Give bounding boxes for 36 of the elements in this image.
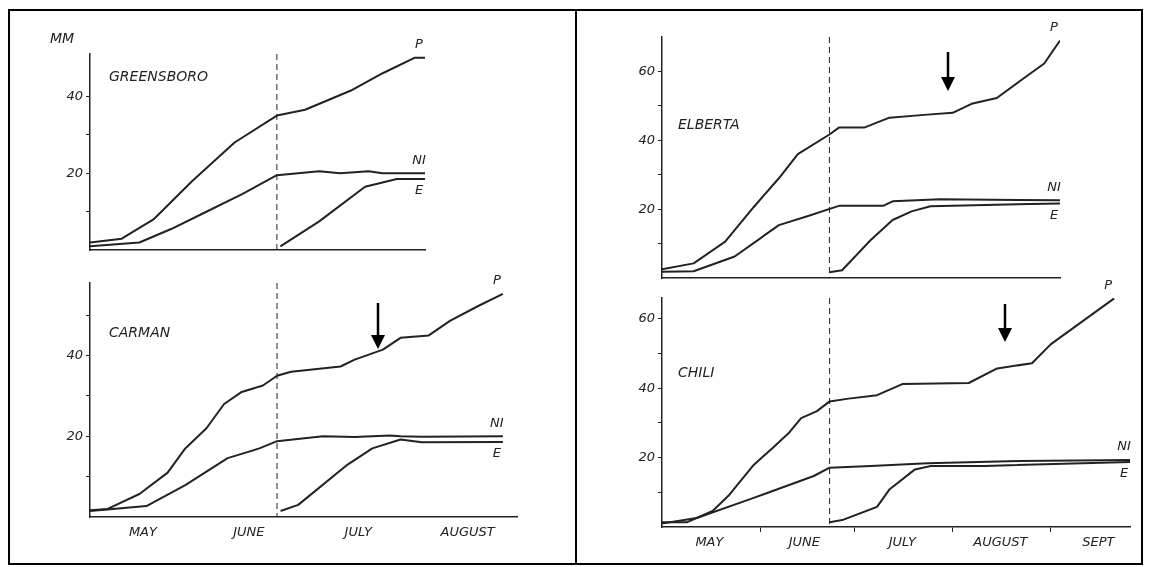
- x-tick-label: JUNE: [230, 524, 266, 540]
- x-tick-label: MAY: [128, 524, 159, 540]
- x-tick-label: MAY: [695, 534, 725, 550]
- y-tick-label: 60: [638, 62, 655, 78]
- series-label: P: [492, 272, 501, 288]
- series-label: E: [492, 445, 502, 461]
- y-tick-label: 40: [638, 379, 655, 395]
- series-label: NI: [1047, 178, 1061, 194]
- y-axis-title: MM: [50, 29, 75, 46]
- series-label: NI: [490, 414, 504, 430]
- x-tick-label: AUGUST: [439, 524, 496, 540]
- x-tick-label: JULY: [885, 534, 918, 550]
- series-label: P: [1050, 18, 1059, 34]
- series-label: NI: [412, 151, 426, 167]
- y-tick-label: 40: [66, 87, 83, 103]
- x-tick-label: AUGUST: [972, 534, 1029, 550]
- text: ELBERTA: [678, 116, 740, 133]
- text: GREENSBORO: [109, 68, 208, 85]
- series-label: E: [414, 182, 424, 198]
- y-tick-label: 40: [638, 131, 655, 147]
- x-tick-label: SEPT: [1082, 534, 1116, 550]
- series-label: P: [415, 36, 424, 52]
- y-tick-label: 20: [638, 200, 655, 216]
- series-label: P: [1104, 276, 1113, 292]
- y-tick-label: 20: [66, 164, 83, 180]
- x-tick-label: JULY: [341, 524, 373, 540]
- y-tick-label: 60: [638, 310, 655, 326]
- series-label: E: [1119, 465, 1129, 481]
- x-tick-label: JUNE: [785, 534, 821, 550]
- text: CHILI: [678, 363, 715, 380]
- series-label: E: [1049, 206, 1059, 222]
- text: CARMAN: [109, 324, 171, 341]
- y-tick-label: 20: [638, 448, 655, 464]
- series-label: NI: [1117, 438, 1131, 454]
- y-tick-label: 20: [66, 427, 83, 443]
- y-tick-label: 40: [66, 347, 83, 362]
